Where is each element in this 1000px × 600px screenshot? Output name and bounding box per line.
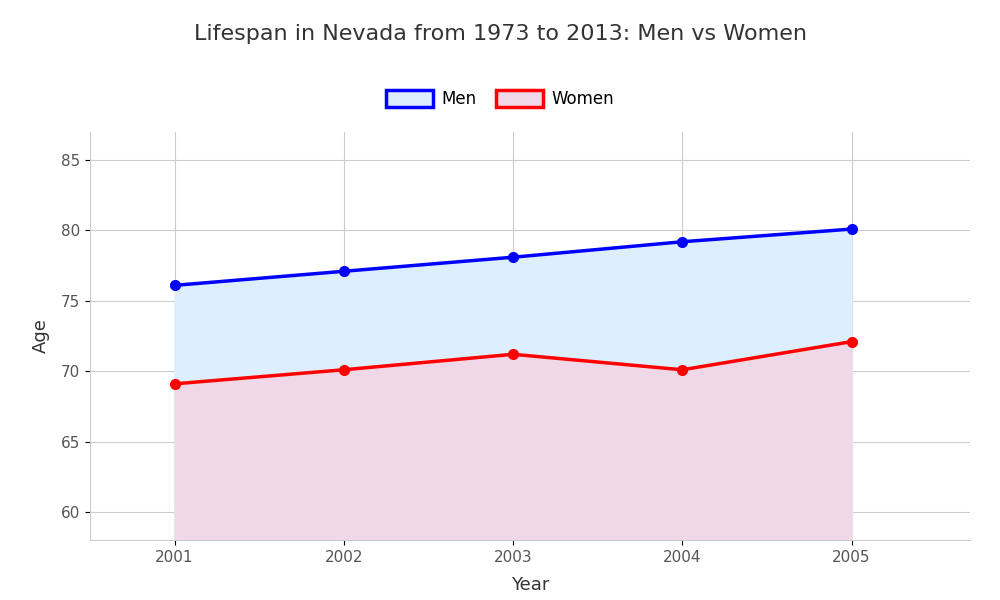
Y-axis label: Age: Age [32, 319, 50, 353]
Legend: Men, Women: Men, Women [379, 83, 621, 115]
Text: Lifespan in Nevada from 1973 to 2013: Men vs Women: Lifespan in Nevada from 1973 to 2013: Me… [194, 24, 806, 44]
X-axis label: Year: Year [511, 576, 549, 594]
